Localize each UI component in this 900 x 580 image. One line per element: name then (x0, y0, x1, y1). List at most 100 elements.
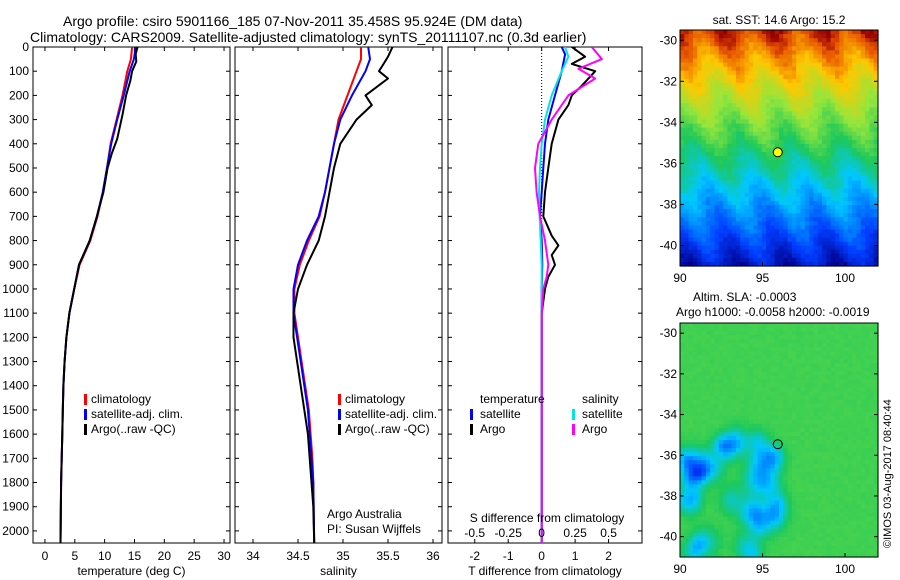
heatmap-cell (779, 452, 784, 457)
heatmap-cell (796, 188, 802, 194)
heatmap-cell (774, 131, 780, 137)
heatmap-cell (860, 127, 866, 133)
heatmap-cell (740, 135, 746, 141)
heatmap-cell (688, 415, 694, 421)
heatmap-cell (865, 50, 870, 56)
heatmap-cell (822, 42, 827, 47)
heatmap-cell (809, 135, 815, 141)
heatmap-cell (757, 520, 763, 526)
heatmap-cell (740, 524, 746, 530)
heatmap-cell (813, 204, 819, 210)
heatmap-cell (723, 383, 728, 389)
heatmap-cell (744, 407, 750, 413)
heatmap-cell (684, 217, 690, 222)
heatmap-cell (753, 192, 759, 198)
heatmap-cell (684, 331, 690, 336)
heatmap-cell (869, 131, 875, 137)
heatmap-cell (852, 143, 858, 149)
heatmap-cell (701, 50, 707, 56)
heatmap-cell (813, 516, 819, 522)
heatmap-cell (680, 180, 685, 186)
heatmap-cell (744, 74, 750, 80)
heatmap-cell (697, 512, 703, 518)
heatmap-cell (731, 552, 737, 558)
heatmap-cell (779, 131, 784, 137)
heatmap-cell (791, 355, 797, 360)
heatmap-cell (714, 383, 720, 389)
heatmap-cell (744, 261, 750, 267)
heatmap-cell (809, 54, 815, 60)
heatmap-cell (856, 229, 862, 235)
heatmap-cell (697, 524, 703, 530)
heatmap-cell (714, 347, 720, 352)
heatmap-cell (817, 30, 823, 35)
heatmap-cell (718, 70, 724, 76)
heatmap-cell (714, 91, 720, 96)
heatmap-cell (766, 86, 771, 92)
heatmap-cell (830, 213, 836, 218)
heatmap-cell (688, 431, 694, 437)
heatmap-cell (727, 103, 733, 108)
heatmap-cell (770, 387, 776, 393)
heatmap-cell (684, 464, 690, 469)
heatmap-cell (843, 143, 849, 149)
heatmap-cell (796, 520, 802, 526)
heatmap-cell (748, 261, 754, 267)
heatmap-cell (692, 351, 698, 356)
heatmap-cell (856, 217, 862, 222)
heatmap-cell (804, 221, 810, 226)
heatmap-cell (740, 184, 746, 190)
heatmap-cell (731, 323, 737, 328)
heatmap-cell (826, 383, 832, 389)
heatmap-cell (701, 532, 707, 538)
heatmap-cell (770, 99, 776, 104)
heatmap-cell (766, 452, 771, 457)
heatmap-cell (735, 127, 741, 133)
heatmap-cell (791, 74, 797, 80)
heatmap-cell (688, 213, 694, 218)
heatmap-cell (718, 431, 724, 437)
heatmap-cell (856, 168, 862, 174)
heatmap-cell (727, 355, 733, 360)
heatmap-cell (718, 225, 724, 230)
heatmap-cell (735, 359, 741, 364)
heatmap-cell (822, 66, 827, 72)
heatmap-cell (697, 34, 703, 39)
heatmap-cell (697, 204, 703, 210)
heatmap-cell (701, 204, 707, 210)
heatmap-cell (787, 62, 793, 68)
heatmap-cell (718, 78, 724, 84)
heatmap-cell (748, 38, 754, 43)
heatmap-cell (839, 30, 845, 35)
heatmap-cell (865, 253, 870, 259)
heatmap-cell (731, 115, 737, 121)
heatmap-cell (723, 172, 728, 178)
heatmap-cell (753, 188, 759, 194)
heatmap-cell (761, 488, 767, 494)
heatmap-cell (787, 427, 793, 433)
heatmap-cell (748, 229, 754, 235)
heatmap-cell (727, 221, 733, 226)
heatmap-cell (697, 488, 703, 494)
heatmap-cell (735, 484, 741, 490)
heatmap-cell (822, 99, 827, 104)
heatmap-cell (804, 70, 810, 76)
heatmap-cell (873, 82, 879, 88)
heatmap-cell (740, 331, 746, 336)
heatmap-cell (740, 367, 746, 373)
heatmap-cell (723, 245, 728, 251)
heatmap-cell (809, 500, 815, 506)
heatmap-cell (710, 472, 716, 477)
heatmap-cell (817, 233, 823, 239)
heatmap-cell (843, 70, 849, 76)
heatmap-cell (869, 111, 875, 117)
heatmap-cell (804, 452, 810, 457)
heatmap-cell (817, 46, 823, 51)
heatmap-cell (783, 407, 789, 413)
heatmap-cell (748, 123, 754, 129)
heatmap-cell (701, 131, 707, 137)
heatmap-cell (813, 387, 819, 393)
heatmap-cell (826, 419, 832, 425)
heatmap-cell (688, 484, 694, 490)
heatmap-cell (710, 552, 716, 558)
